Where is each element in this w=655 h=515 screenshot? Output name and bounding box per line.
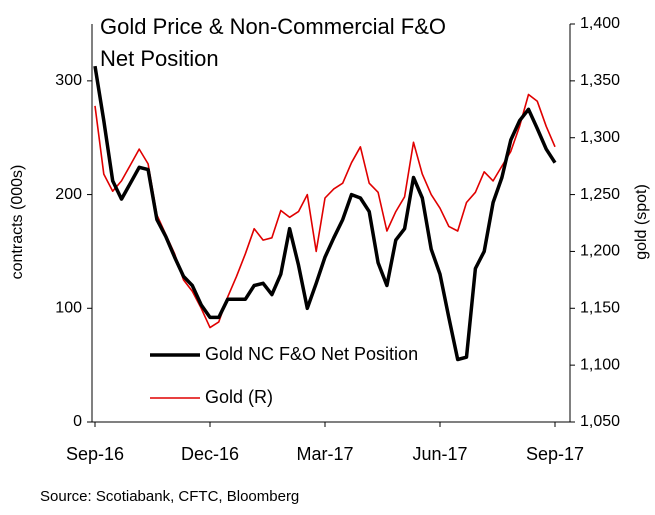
chart-title: Gold Price & Non-Commercial F&O xyxy=(100,14,446,39)
y2-tick-label: 1,150 xyxy=(580,300,620,317)
legend-label: Gold NC F&O Net Position xyxy=(205,344,418,364)
x-tick-label: Jun-17 xyxy=(412,444,467,464)
legend-label: Gold (R) xyxy=(205,387,273,407)
chart-title: Net Position xyxy=(100,46,219,71)
y2-axis-label: gold (spot) xyxy=(633,184,650,260)
y-tick-label: 300 xyxy=(55,72,82,89)
y2-tick-label: 1,050 xyxy=(580,413,620,430)
x-tick-label: Dec-16 xyxy=(181,444,239,464)
y2-tick-label: 1,100 xyxy=(580,356,620,373)
y-tick-label: 100 xyxy=(55,300,82,317)
y2-tick-label: 1,300 xyxy=(580,129,620,146)
y-tick-label: 0 xyxy=(73,413,82,430)
y-axis-label: contracts (000s) xyxy=(9,165,26,280)
source: Source: Scotiabank, CFTC, Bloomberg xyxy=(40,488,299,505)
x-tick-label: Mar-17 xyxy=(296,444,353,464)
y-tick-label: 200 xyxy=(55,186,82,203)
y2-tick-label: 1,350 xyxy=(580,72,620,89)
x-tick-label: Sep-16 xyxy=(66,444,124,464)
series-line xyxy=(93,65,557,362)
y2-tick-label: 1,250 xyxy=(580,186,620,203)
x-tick-label: Sep-17 xyxy=(526,444,584,464)
y2-tick-label: 1,400 xyxy=(580,15,620,32)
y2-tick-label: 1,200 xyxy=(580,243,620,260)
